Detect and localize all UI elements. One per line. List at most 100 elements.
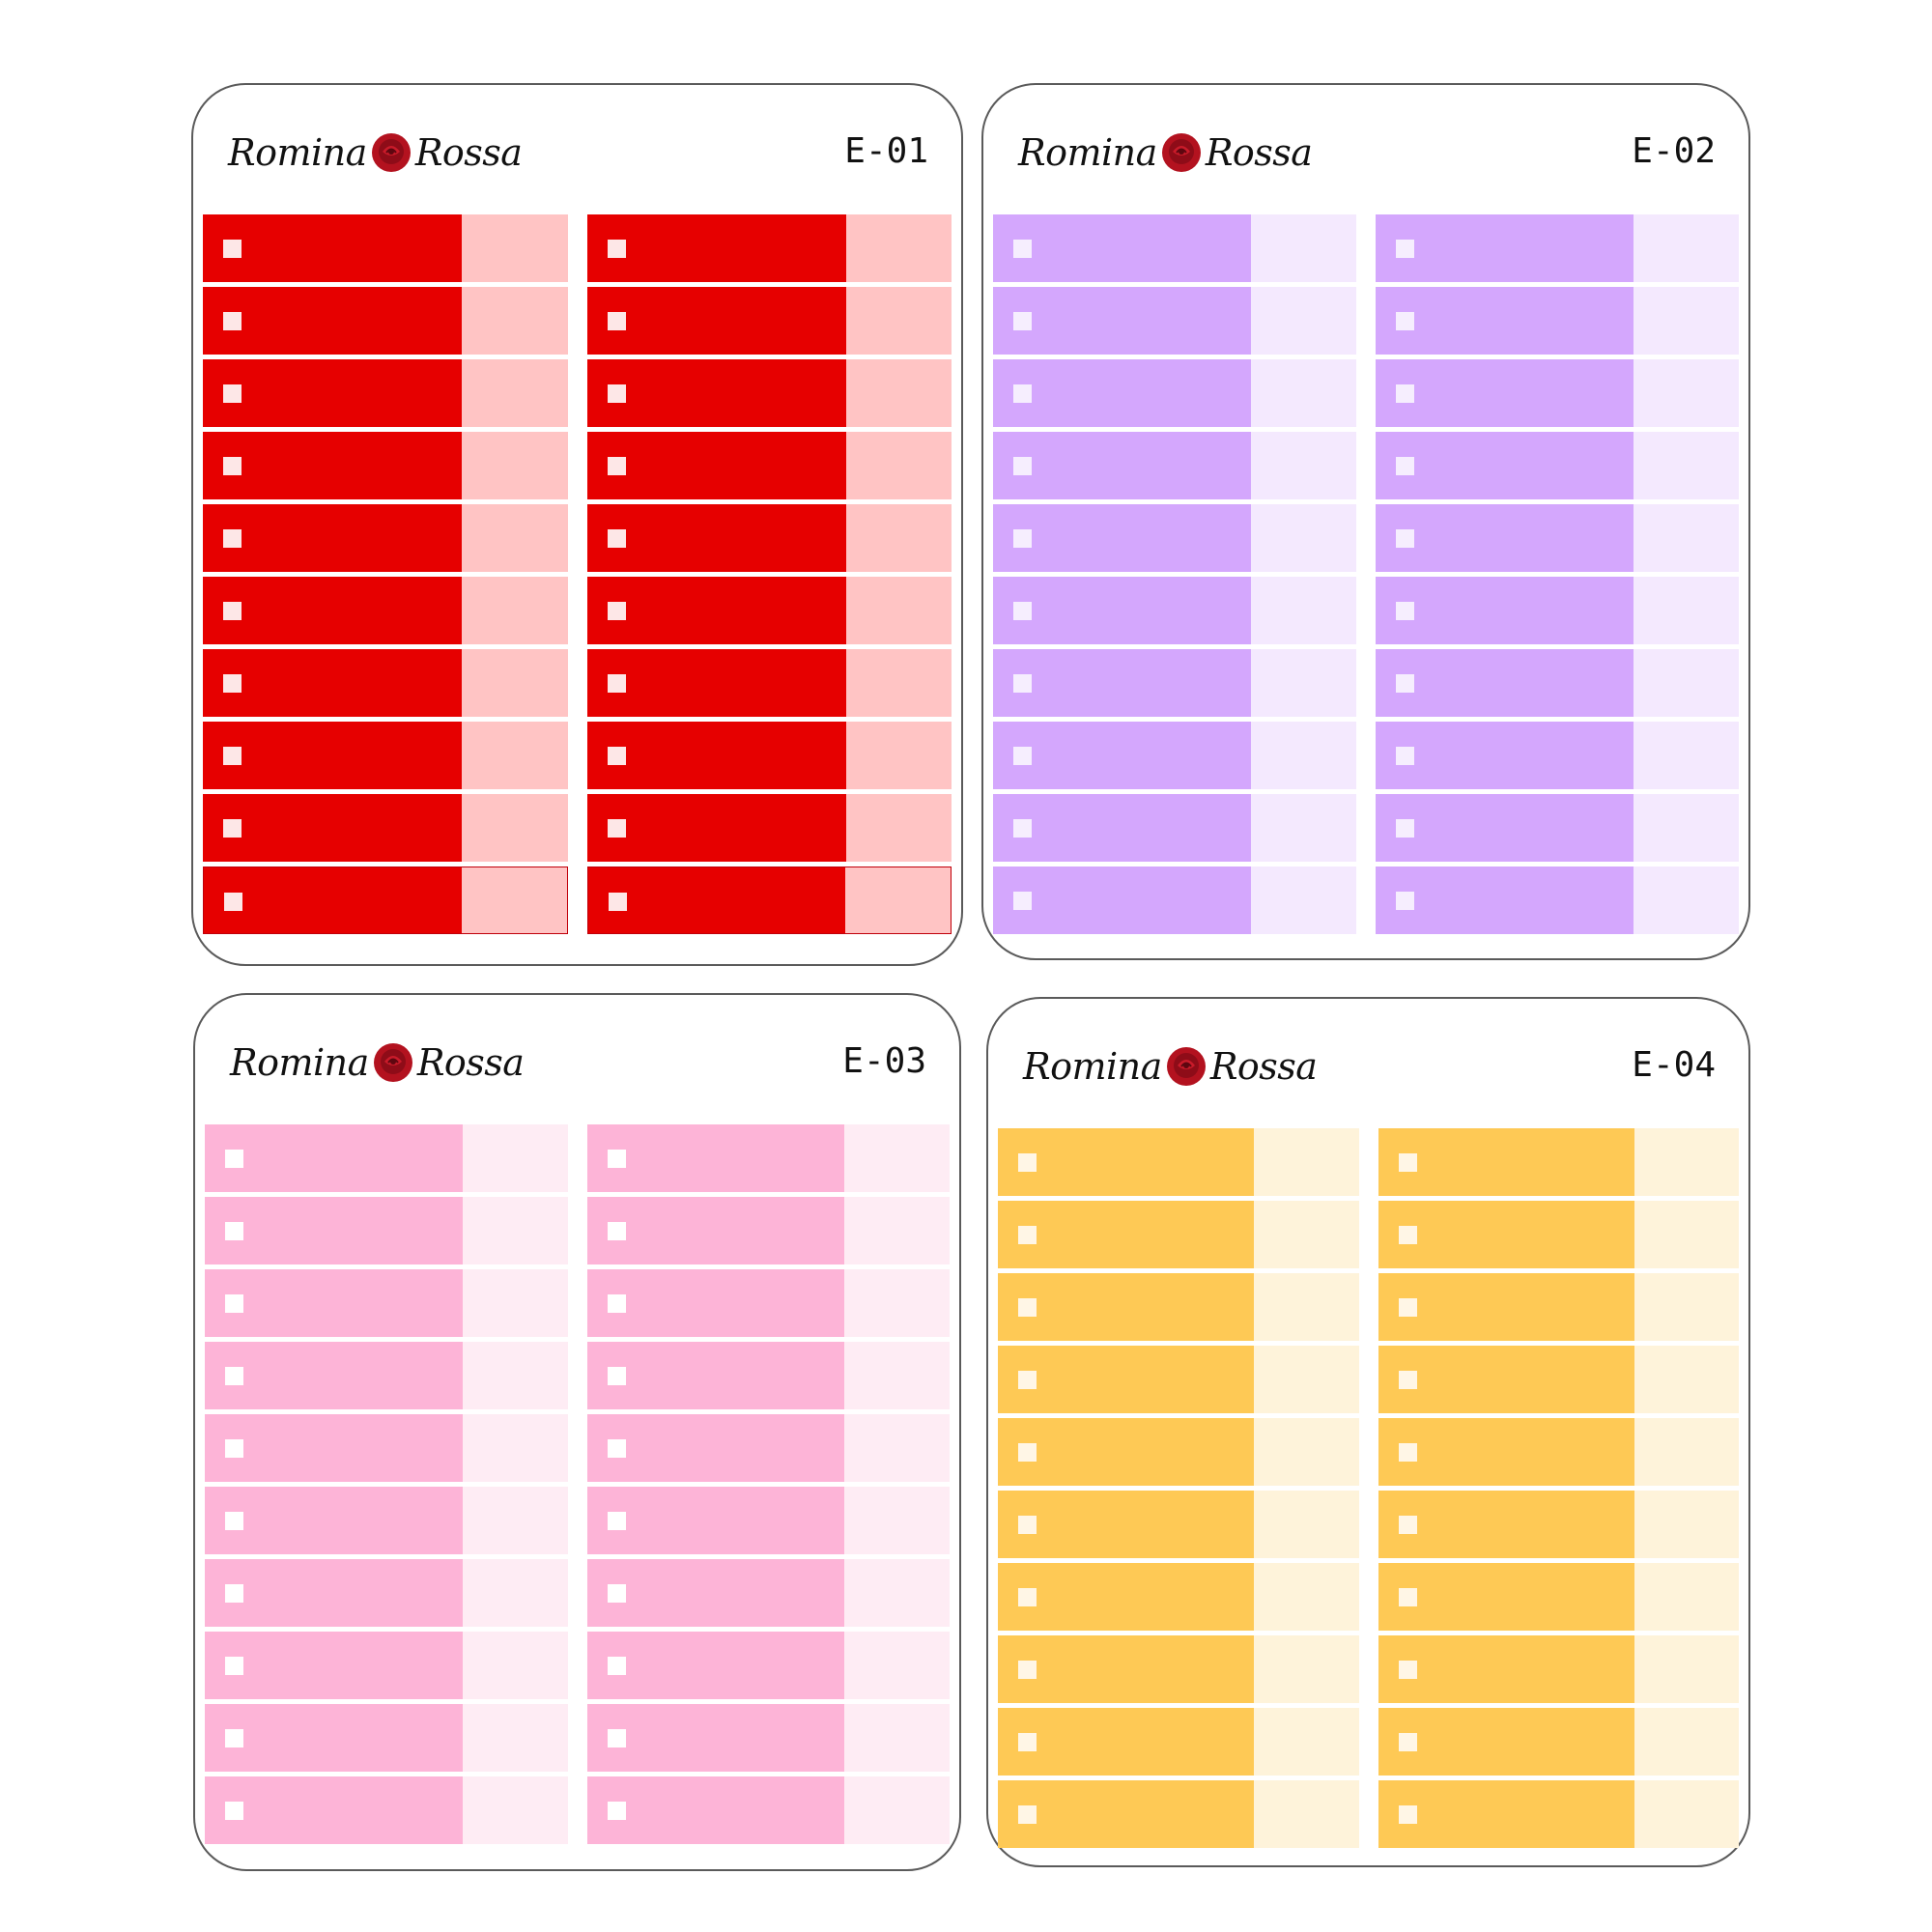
checkbox-icon bbox=[223, 602, 242, 620]
sticker-strip bbox=[205, 1776, 568, 1844]
brand-name-first: Romina bbox=[228, 131, 367, 174]
rose-icon bbox=[369, 130, 413, 175]
strip-side-block bbox=[1634, 1708, 1739, 1776]
strip-main-block bbox=[586, 1414, 845, 1482]
sticker-strip bbox=[586, 359, 952, 427]
strip-main-block bbox=[1378, 1128, 1634, 1196]
checkbox-icon bbox=[1013, 747, 1032, 765]
sticker-strip bbox=[993, 867, 1356, 934]
checkbox-icon bbox=[1018, 1805, 1037, 1824]
strip-main-block bbox=[586, 214, 846, 282]
strip-main-block bbox=[1376, 867, 1634, 934]
checkbox-icon bbox=[225, 1294, 243, 1313]
sticker-sheet-e02: Romina Rossa E-02 bbox=[981, 83, 1750, 960]
strip-side-block bbox=[462, 794, 568, 862]
sticker-strip bbox=[203, 214, 568, 282]
checkbox-icon bbox=[1018, 1733, 1037, 1751]
checkbox-icon bbox=[1018, 1226, 1037, 1244]
sticker-strip bbox=[203, 432, 568, 499]
strip-main-block bbox=[586, 1269, 845, 1337]
strip-main-block bbox=[203, 504, 463, 572]
sticker-strip bbox=[993, 649, 1356, 717]
strip-side-block bbox=[462, 432, 568, 499]
strip-main-block bbox=[993, 287, 1251, 355]
strip-side-block bbox=[1633, 359, 1739, 427]
strip-side-block bbox=[1634, 1201, 1739, 1268]
strip-side-block bbox=[1633, 432, 1739, 499]
strip-side-block bbox=[1633, 577, 1739, 644]
sticker-strip bbox=[993, 359, 1356, 427]
strip-main-block bbox=[1378, 1273, 1634, 1341]
sticker-strip bbox=[1378, 1491, 1739, 1558]
sticker-strip bbox=[1376, 577, 1739, 644]
checkbox-icon bbox=[607, 674, 626, 693]
checkbox-icon bbox=[1013, 819, 1032, 838]
sticker-strip bbox=[586, 1487, 950, 1554]
checkbox-icon bbox=[1396, 602, 1414, 620]
strip-main-block bbox=[1376, 504, 1634, 572]
checkbox-icon bbox=[607, 1150, 626, 1168]
strip-main-block bbox=[205, 1559, 463, 1627]
strip-main-block bbox=[586, 1197, 845, 1264]
sticker-strip bbox=[993, 432, 1356, 499]
checkbox-icon bbox=[608, 893, 627, 911]
sticker-strip bbox=[205, 1124, 568, 1192]
strip-main-block bbox=[1378, 1346, 1634, 1413]
sticker-strip bbox=[586, 867, 952, 934]
checkbox-icon bbox=[1013, 312, 1032, 330]
strip-main-block bbox=[1376, 649, 1634, 717]
strip-main-block bbox=[1376, 359, 1634, 427]
strip-side-block bbox=[1254, 1635, 1359, 1703]
checkbox-icon bbox=[225, 1367, 243, 1385]
checkbox-icon bbox=[607, 1584, 626, 1603]
checkbox-icon bbox=[607, 1367, 626, 1385]
strip-side-block bbox=[462, 577, 568, 644]
strip-main-block bbox=[205, 1269, 463, 1337]
checkbox-icon bbox=[225, 1729, 243, 1747]
checkbox-icon bbox=[225, 1512, 243, 1530]
strip-side-block bbox=[462, 359, 568, 427]
checkbox-icon bbox=[1013, 529, 1032, 548]
sticker-strip bbox=[203, 794, 568, 862]
strip-main-block bbox=[586, 577, 846, 644]
sticker-strip bbox=[1376, 432, 1739, 499]
checkbox-icon bbox=[607, 1657, 626, 1675]
sticker-strip bbox=[998, 1563, 1359, 1631]
checkbox-icon bbox=[1396, 312, 1414, 330]
strip-main-block bbox=[586, 287, 846, 355]
strip-main-block bbox=[205, 1704, 463, 1772]
checkbox-icon bbox=[607, 384, 626, 403]
checkbox-icon bbox=[223, 819, 242, 838]
strip-side-block bbox=[462, 1559, 568, 1627]
checkbox-icon bbox=[223, 384, 242, 403]
strip-main-block bbox=[998, 1128, 1255, 1196]
sticker-strip bbox=[203, 359, 568, 427]
strip-main-block bbox=[993, 214, 1251, 282]
checkbox-icon bbox=[607, 1729, 626, 1747]
checkbox-icon bbox=[1398, 1733, 1417, 1751]
checkbox-icon bbox=[1018, 1588, 1037, 1606]
strip-side-block bbox=[1254, 1273, 1359, 1341]
strip-side-block bbox=[462, 1632, 568, 1699]
sticker-column bbox=[586, 214, 952, 934]
sticker-strip bbox=[998, 1635, 1359, 1703]
strip-side-block bbox=[1254, 1708, 1359, 1776]
strip-main-block bbox=[586, 722, 846, 789]
strip-side-block bbox=[844, 1269, 950, 1337]
strip-main-block bbox=[993, 649, 1251, 717]
checkbox-icon bbox=[225, 1222, 243, 1240]
strip-side-block bbox=[1250, 504, 1356, 572]
checkbox-icon bbox=[1018, 1661, 1037, 1679]
checkbox-icon bbox=[1396, 674, 1414, 693]
sticker-columns bbox=[203, 214, 952, 934]
checkbox-icon bbox=[223, 529, 242, 548]
strip-side-block bbox=[1254, 1491, 1359, 1558]
sticker-strip bbox=[203, 504, 568, 572]
strip-main-block bbox=[204, 867, 462, 933]
strip-main-block bbox=[1378, 1635, 1634, 1703]
sticker-strip bbox=[1378, 1780, 1739, 1848]
checkbox-icon bbox=[225, 1802, 243, 1820]
checkbox-icon bbox=[607, 602, 626, 620]
checkbox-icon bbox=[607, 747, 626, 765]
sticker-sheet-e03: Romina Rossa E-03 bbox=[193, 993, 961, 1871]
